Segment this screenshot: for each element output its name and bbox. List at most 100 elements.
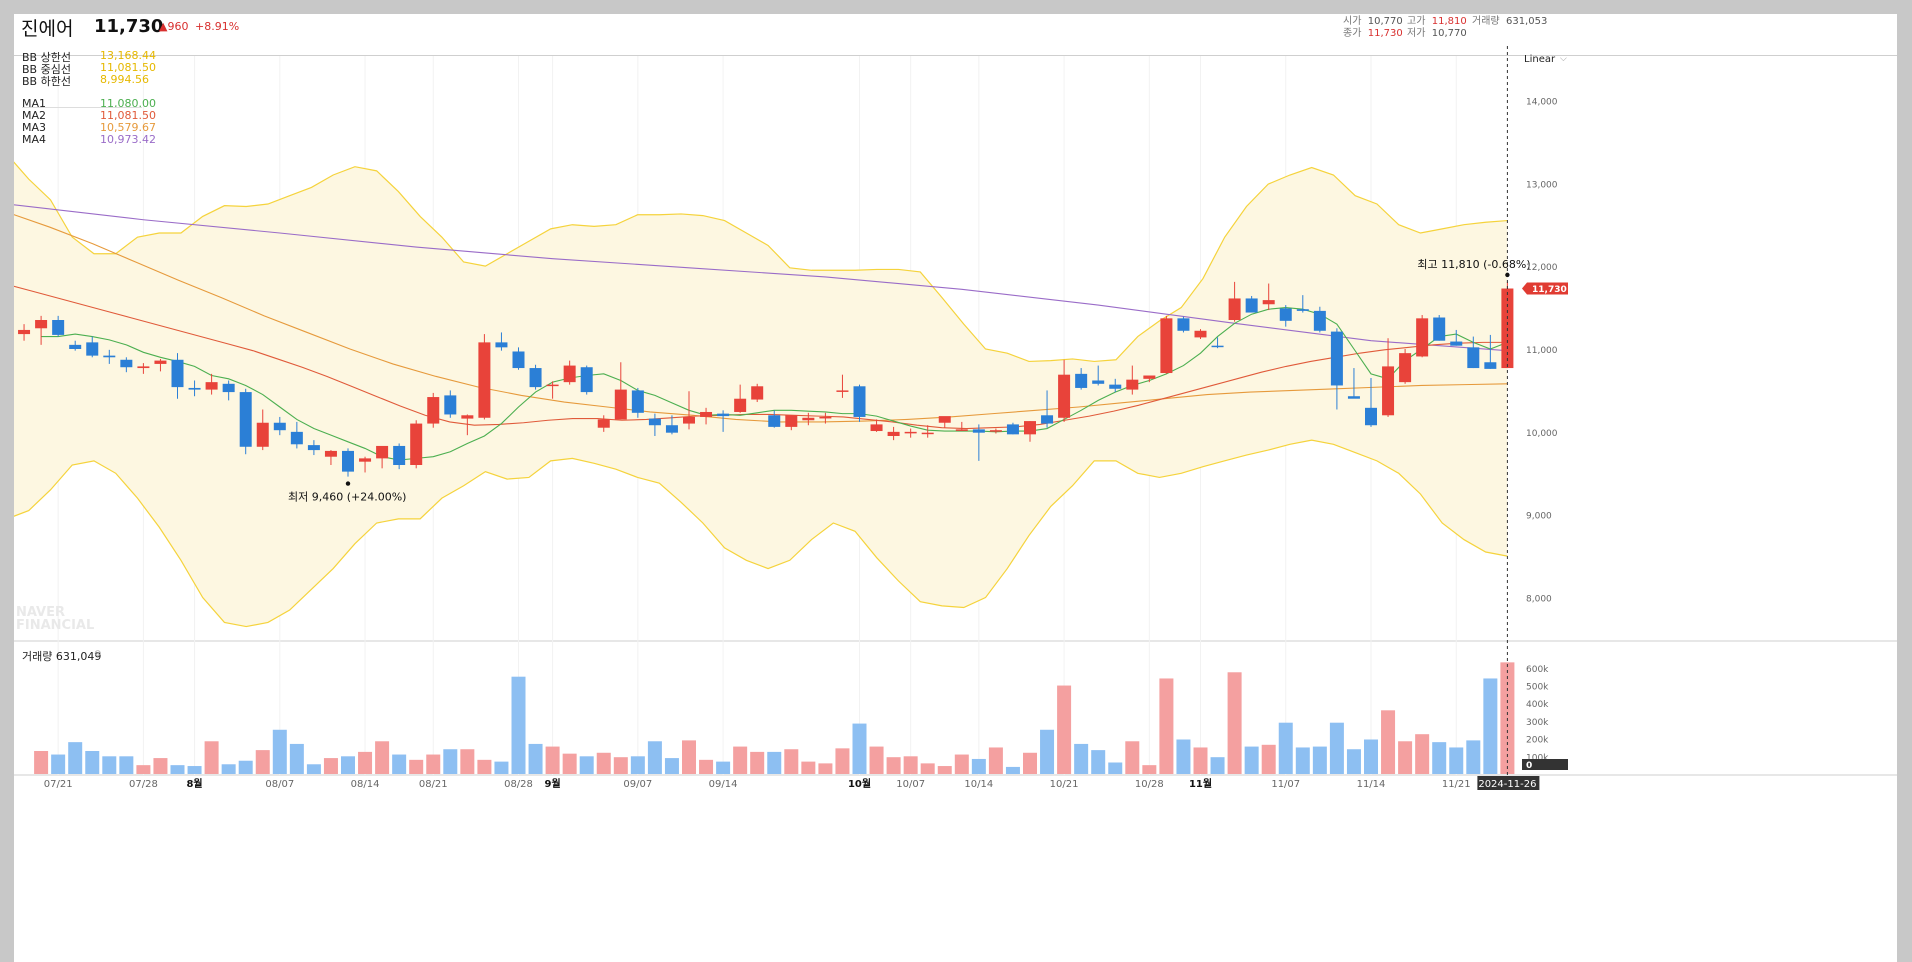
candle-body bbox=[938, 416, 951, 423]
legend-bb-upper-value: 13,168.44 bbox=[100, 49, 156, 62]
candle-body bbox=[614, 389, 627, 420]
candle-body bbox=[1092, 380, 1105, 384]
scale-mode-select[interactable]: Linear bbox=[1524, 54, 1556, 65]
time-axis-label: 09/07 bbox=[623, 779, 652, 790]
candle-body bbox=[1024, 421, 1036, 435]
candle-body bbox=[734, 398, 747, 412]
candle-body bbox=[461, 415, 474, 419]
candle-body bbox=[478, 342, 491, 418]
candle-body bbox=[700, 411, 713, 417]
volume-bar bbox=[204, 741, 219, 774]
ohlc-high: 고가 11,810 bbox=[1407, 16, 1467, 27]
candle-body bbox=[1109, 384, 1122, 389]
volume-bar bbox=[136, 765, 151, 774]
volume-bar bbox=[613, 757, 628, 774]
chart-frame: 진에어 11,730 ▲960 +8.91% 시가 10,770 고가 11,8… bbox=[14, 14, 1897, 962]
legend-bb-upper-name: BB 상한선 bbox=[22, 51, 71, 64]
legend-ma2-value: 11,081.50 bbox=[100, 109, 156, 122]
time-axis-label: 10/28 bbox=[1135, 779, 1164, 790]
candle-body bbox=[768, 415, 781, 427]
volume-bar bbox=[579, 756, 594, 774]
volume-bar bbox=[409, 759, 424, 774]
volume-bar bbox=[1278, 722, 1293, 774]
candle-body bbox=[1313, 310, 1326, 331]
naver-financial-watermark: NAVER FINANCIAL bbox=[16, 605, 95, 633]
volume-bar bbox=[954, 754, 969, 774]
bb-lower-line bbox=[14, 439, 1508, 628]
candle-body bbox=[648, 418, 661, 426]
candle-body bbox=[802, 417, 815, 421]
time-axis-label: 10/07 bbox=[896, 779, 925, 790]
candle-body bbox=[171, 359, 184, 388]
bb-upper-line bbox=[14, 161, 1508, 363]
volume-bar bbox=[341, 756, 355, 774]
volume-bar bbox=[699, 759, 714, 774]
volume-bar bbox=[971, 758, 986, 774]
volume-bar bbox=[1244, 746, 1259, 774]
candle-body bbox=[1330, 331, 1343, 386]
ma3-line bbox=[14, 214, 1508, 423]
volume-bar bbox=[375, 741, 390, 774]
price-axis-label: 10,000 bbox=[1526, 429, 1558, 439]
legend-bb-lower-name: BB 하한선 bbox=[22, 75, 71, 88]
price-change: ▲960 bbox=[159, 20, 189, 33]
chevron-down-icon[interactable]: ⌵ bbox=[1560, 54, 1567, 64]
volume-bar bbox=[750, 751, 765, 774]
candle-body bbox=[563, 365, 576, 383]
volume-bar bbox=[920, 763, 935, 774]
candle-body bbox=[580, 367, 593, 393]
candle-body bbox=[324, 450, 337, 457]
volume-bar bbox=[289, 743, 304, 774]
candle-body bbox=[256, 422, 269, 447]
volume-bar bbox=[767, 751, 782, 774]
candle-body bbox=[665, 425, 678, 433]
price-change-percent: +8.91% bbox=[195, 20, 240, 33]
volume-bar bbox=[1432, 742, 1447, 774]
crosshair-date-tag bbox=[1477, 776, 1540, 790]
price-chart[interactable]: 최저 9,460 (+24.00%) 최고 11,810 (-0.68%) 8,00… bbox=[14, 14, 1897, 962]
volume-bar bbox=[221, 764, 236, 774]
time-axis-label: 9월 bbox=[545, 778, 561, 790]
candle-body bbox=[1416, 318, 1429, 357]
candle-body bbox=[393, 445, 406, 465]
candle-body bbox=[18, 329, 31, 335]
volume-bar bbox=[1040, 729, 1055, 774]
high-annotation: 최고 11,810 (-0.68%) bbox=[1417, 258, 1530, 271]
volume-bar bbox=[170, 765, 185, 774]
ohlc-open: 시가 10,770 bbox=[1343, 16, 1403, 27]
time-axis-label: 10/14 bbox=[964, 779, 993, 790]
candle-body bbox=[887, 431, 900, 436]
volume-axis-label: 200k bbox=[1526, 736, 1549, 746]
volume-bar bbox=[1483, 678, 1498, 774]
low-annotation: 최저 9,460 (+24.00%) bbox=[288, 491, 406, 504]
legend-ma1-value: 11,080.00 bbox=[100, 97, 156, 110]
candle-body bbox=[597, 419, 610, 428]
volume-bar bbox=[886, 757, 901, 774]
close-icon[interactable]: ⊗ bbox=[94, 649, 102, 659]
candle-body bbox=[717, 413, 730, 417]
volume-bar bbox=[34, 751, 49, 774]
candle-body bbox=[1467, 347, 1480, 369]
volume-bar bbox=[1074, 743, 1089, 774]
time-axis-label: 11/07 bbox=[1271, 779, 1300, 790]
candle-body bbox=[205, 382, 218, 390]
volume-bar bbox=[511, 676, 526, 774]
candle-body bbox=[1228, 298, 1241, 320]
candle-body bbox=[972, 429, 985, 433]
candle-body bbox=[546, 384, 559, 387]
volume-bar bbox=[1193, 747, 1208, 774]
last-volume-tag bbox=[1522, 759, 1568, 770]
legend-ma1-name: MA1 bbox=[22, 97, 47, 110]
volume-bar bbox=[477, 759, 492, 774]
volume-bar bbox=[494, 761, 509, 774]
candle-body bbox=[1484, 362, 1497, 369]
time-axis-label: 09/14 bbox=[709, 779, 738, 790]
price-axis-label: 12,000 bbox=[1526, 263, 1558, 273]
volume-bar bbox=[1210, 757, 1225, 774]
price-axis-label: 13,000 bbox=[1526, 180, 1558, 190]
volume-bar bbox=[1364, 739, 1378, 774]
volume-bar bbox=[596, 752, 611, 774]
volume-bar bbox=[1398, 741, 1413, 774]
ma2-line bbox=[14, 285, 1508, 430]
time-axis-label: 11월 bbox=[1189, 778, 1212, 790]
